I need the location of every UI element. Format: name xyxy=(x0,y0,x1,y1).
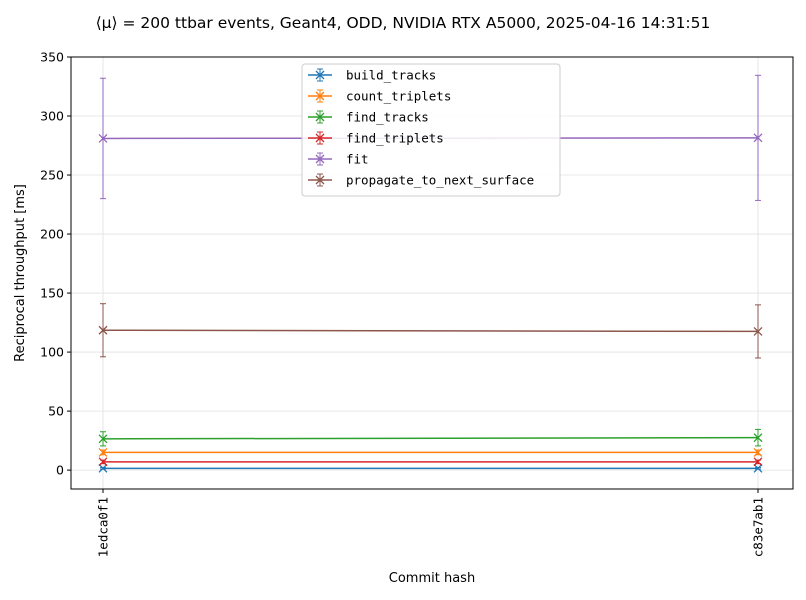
data-point xyxy=(753,447,763,457)
y-tick-label: 0 xyxy=(56,463,64,478)
series-line xyxy=(102,329,759,333)
legend-marker xyxy=(315,70,325,80)
legend-label: propagate_to_next_surface xyxy=(346,173,534,188)
legend-entry: propagate_to_next_surface xyxy=(308,173,534,188)
data-point xyxy=(98,457,108,467)
y-tick-label: 300 xyxy=(40,109,64,124)
y-tick-label: 350 xyxy=(40,50,64,65)
legend: build_tracks count_triplets find_tracksfin… xyxy=(301,63,561,197)
legend-marker xyxy=(315,91,325,101)
data-point xyxy=(753,463,763,473)
y-tick-label: 150 xyxy=(40,286,64,301)
legend-entry: build_tracks xyxy=(308,68,436,83)
series-build_tracks xyxy=(98,463,763,473)
chart-title: ⟨μ⟩ = 200 ttbar events, Geant4, ODD, NVI… xyxy=(96,14,711,32)
x-tick-label: 1edca0f1 xyxy=(96,497,111,557)
plot-frame xyxy=(70,56,794,490)
x-axis-label: Commit hash xyxy=(389,571,475,586)
data-point xyxy=(753,133,763,143)
data-point xyxy=(753,433,763,443)
series-line xyxy=(102,436,759,440)
legend-label: find_triplets xyxy=(346,131,444,146)
legend-marker xyxy=(315,175,325,185)
data-point xyxy=(753,326,763,336)
legend-entry: count_triplets xyxy=(308,89,451,104)
x-axis: 1edca0f1 c83e7ab1 xyxy=(96,489,766,557)
legend-marker xyxy=(315,133,325,143)
series-find_triplets xyxy=(98,457,763,467)
legend-label: fit xyxy=(346,152,369,167)
legend-label: find_tracks xyxy=(346,110,429,125)
y-tick-label: 50 xyxy=(48,404,64,419)
x-tick-label: c83e7ab1 xyxy=(751,497,766,557)
legend-box xyxy=(301,63,561,197)
y-axis-label: Reciprocal throughput [ms] xyxy=(13,184,28,362)
data-point xyxy=(98,325,108,335)
legend-label: build_tracks xyxy=(346,68,436,83)
data-point xyxy=(98,447,108,457)
y-tick-label: 100 xyxy=(40,345,64,360)
y-tick-label: 200 xyxy=(40,227,64,242)
legend-entry: find_tracks xyxy=(308,110,429,125)
series-propagate_to_next_surface xyxy=(98,303,763,359)
data-point xyxy=(98,133,108,143)
legend-marker xyxy=(315,112,325,122)
legend-label: count_triplets xyxy=(346,89,451,104)
data-point xyxy=(98,434,108,444)
series-layer xyxy=(98,74,763,473)
series-find_tracks xyxy=(98,428,763,447)
legend-entry: find_triplets xyxy=(308,131,444,146)
legend-marker xyxy=(315,154,325,164)
y-tick-label: 250 xyxy=(40,168,64,183)
data-point xyxy=(753,457,763,467)
legend-entry: fit xyxy=(308,152,369,167)
data-point xyxy=(98,463,108,473)
series-count_triplets xyxy=(98,447,763,457)
y-axis: 0 50 100 150 200 250 300 350 xyxy=(40,50,71,478)
